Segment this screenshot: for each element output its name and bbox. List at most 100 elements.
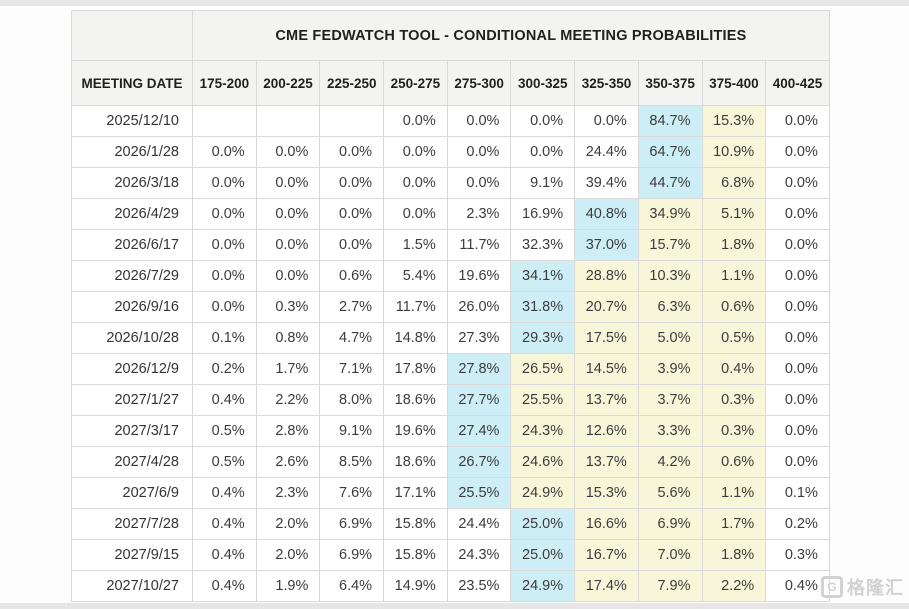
probability-cell: 2.0%: [255, 508, 321, 540]
probability-cell: 0.0%: [319, 229, 385, 261]
meeting-date-cell: 2027/9/15: [71, 539, 193, 571]
probability-cell: 14.5%: [574, 353, 639, 385]
probability-cell: 0.0%: [765, 105, 830, 137]
probability-cell: 1.1%: [701, 477, 767, 509]
probability-cell: 11.7%: [383, 291, 448, 323]
table-row: 2027/9/15 0.4% 2.0% 6.9% 15.8% 24.3% 25.0% 16.7…: [71, 539, 830, 571]
probability-cell: 6.3%: [637, 291, 703, 323]
probability-cell: 0.0%: [574, 105, 639, 137]
probability-cell: 0.3%: [701, 384, 767, 416]
probability-cell: 15.8%: [383, 508, 448, 540]
probability-cell: 0.4%: [192, 508, 257, 540]
probability-cell: 6.9%: [637, 508, 703, 540]
gelonghui-watermark-text: 格隆汇: [847, 578, 904, 598]
probability-cell: 0.0%: [319, 136, 385, 168]
probability-cell: 40.8%: [574, 198, 639, 230]
probability-cell: 7.1%: [319, 353, 385, 385]
probability-cell: 7.0%: [637, 539, 703, 571]
probability-cell: 0.0%: [765, 167, 830, 199]
probability-cell: 19.6%: [383, 415, 448, 447]
probability-cell: 24.3%: [510, 415, 576, 447]
probability-cell: 28.8%: [574, 260, 639, 292]
probability-cell: 0.4%: [192, 384, 257, 416]
probability-cell: 1.8%: [701, 539, 767, 571]
probability-cell: 15.7%: [637, 229, 703, 261]
probability-cell: 5.0%: [637, 322, 703, 354]
title-row: CME FEDWATCH TOOL - CONDITIONAL MEETING …: [71, 10, 830, 61]
probability-cell: 10.9%: [701, 136, 767, 168]
probability-cell: 13.7%: [574, 384, 639, 416]
top-edge-border: [0, 0, 909, 6]
rate-range-header: 350-375: [637, 60, 703, 106]
probability-cell: 17.1%: [383, 477, 448, 509]
probability-cell: 9.1%: [319, 415, 385, 447]
probability-cell: 27.3%: [446, 322, 512, 354]
probability-cell: 2.0%: [255, 539, 321, 571]
probability-cell: 39.4%: [574, 167, 639, 199]
gelonghui-watermark: G 格隆汇: [821, 574, 904, 600]
probability-cell: 0.0%: [319, 167, 385, 199]
probability-cell: 0.0%: [383, 136, 448, 168]
probability-cell: 0.0%: [765, 260, 830, 292]
table-row: 2025/12/10 0.0% 0.0% 0.0% 0.0% 84.7% 15.3% 0.0%: [71, 105, 830, 137]
probability-cell: 0.0%: [192, 260, 257, 292]
probability-cell: 0.0%: [765, 322, 830, 354]
probability-cell: 18.6%: [383, 446, 448, 478]
probability-cell: 26.0%: [446, 291, 512, 323]
probability-cell: 24.4%: [446, 508, 512, 540]
probability-cell: 0.0%: [192, 136, 257, 168]
probability-cell: 16.7%: [574, 539, 639, 571]
probability-cell: 1.8%: [701, 229, 767, 261]
meeting-date-cell: 2026/3/18: [71, 167, 193, 199]
probability-cell: 3.9%: [637, 353, 703, 385]
probability-cell: 0.0%: [319, 198, 385, 230]
probability-cell: 0.0%: [765, 136, 830, 168]
rate-range-header: 200-225: [255, 60, 321, 106]
probability-cell: 3.3%: [637, 415, 703, 447]
probability-cell: 0.2%: [765, 508, 830, 540]
probability-cell: 24.3%: [446, 539, 512, 571]
meeting-date-cell: 2026/4/29: [71, 198, 193, 230]
probability-cell: 0.3%: [701, 415, 767, 447]
probability-cell: 0.0%: [255, 167, 321, 199]
probability-cell: 4.7%: [319, 322, 385, 354]
rate-range-header: 325-350: [574, 60, 639, 106]
probability-cell: 15.3%: [701, 105, 767, 137]
probability-cell: 0.0%: [510, 105, 576, 137]
probability-cell: 15.8%: [383, 539, 448, 571]
meeting-date-cell: 2027/3/17: [71, 415, 193, 447]
probability-cell: 6.8%: [701, 167, 767, 199]
probability-cell: 3.7%: [637, 384, 703, 416]
probability-cell: 14.9%: [383, 570, 448, 602]
probability-cell: 1.1%: [701, 260, 767, 292]
meeting-date-cell: 2026/6/17: [71, 229, 193, 261]
probability-cell: 0.6%: [701, 291, 767, 323]
probability-cell: 6.4%: [319, 570, 385, 602]
rate-range-header: 375-400: [701, 60, 767, 106]
probability-cell: 1.5%: [383, 229, 448, 261]
meeting-date-cell: 2027/10/27: [71, 570, 193, 602]
corner-empty-cell: [71, 10, 193, 61]
probability-cell: 2.2%: [255, 384, 321, 416]
probability-cell: 6.9%: [319, 539, 385, 571]
table-row: 2027/3/17 0.5% 2.8% 9.1% 19.6% 27.4% 24.3% 12.6…: [71, 415, 830, 447]
probability-cell: 8.5%: [319, 446, 385, 478]
table-row: 2026/1/28 0.0% 0.0% 0.0% 0.0% 0.0% 0.0% 24.4% 64…: [71, 136, 830, 168]
probability-cell: 0.0%: [192, 291, 257, 323]
probability-cell: 2.3%: [446, 198, 512, 230]
meeting-date-cell: 2027/7/28: [71, 508, 193, 540]
probability-cell: 0.0%: [255, 260, 321, 292]
probability-cell: 31.8%: [510, 291, 576, 323]
probability-cell: 0.0%: [192, 198, 257, 230]
probability-cell: 2.3%: [255, 477, 321, 509]
probability-cell: 18.6%: [383, 384, 448, 416]
probability-cell: 0.0%: [765, 291, 830, 323]
table-row: 2026/10/28 0.1% 0.8% 4.7% 14.8% 27.3% 29.3% 17.…: [71, 322, 830, 354]
probability-cell: 0.0%: [383, 198, 448, 230]
probability-cell: 27.7%: [446, 384, 512, 416]
probability-cell: 32.3%: [510, 229, 576, 261]
probability-cell: 1.7%: [701, 508, 767, 540]
probability-cell: 25.0%: [510, 508, 576, 540]
probability-cell: 0.5%: [701, 322, 767, 354]
probability-cell: 17.4%: [574, 570, 639, 602]
